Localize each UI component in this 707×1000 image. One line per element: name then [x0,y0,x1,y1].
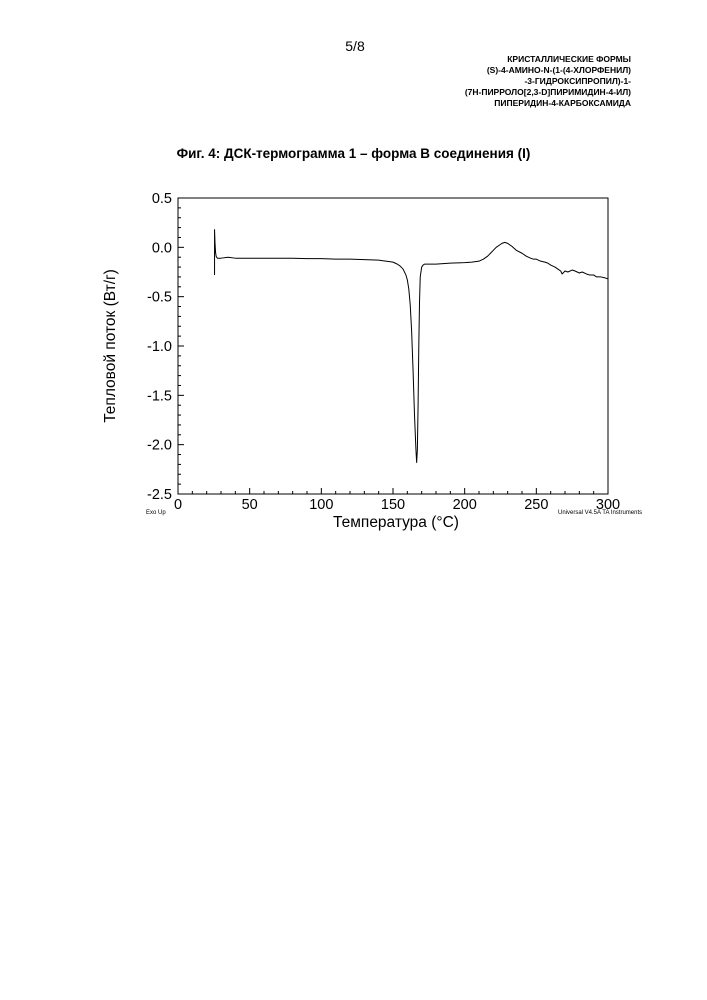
heat-flow-curve [214,229,609,463]
instrument-note: Universal V4.5A TA Instruments [558,510,642,516]
y-axis-ticks: 0.5 0.0 -0.5 -1.0 -1.5 -2.0 -2.5 [147,191,184,503]
y-tick-label: -1.0 [147,339,172,355]
y-tick-label: 0.5 [152,191,172,207]
y-tick-label: 0.0 [152,240,172,256]
x-tick-label: 0 [174,497,182,513]
page-number: 5/8 [345,38,365,54]
figure-title: Фиг. 4: ДСК-термограмма 1 – форма В соед… [176,146,531,161]
x-tick-label: 100 [309,497,333,513]
y-tick-label: -1.5 [147,388,172,404]
header-line-1: КРИСТАЛЛИЧЕСКИЕ ФОРМЫ [507,54,631,64]
y-axis-title: Тепловой поток (Вт/г) [102,269,119,423]
x-tick-label: 150 [381,497,405,513]
plot-frame [177,197,609,495]
x-tick-label: 200 [453,497,477,513]
y-tick-label: -0.5 [147,290,172,306]
header-line-4: (7H-ПИРРОЛО[2,3-D]ПИРИМИДИН-4-ИЛ) [464,87,631,97]
x-tick-label: 250 [524,497,548,513]
y-tick-label: -2.5 [147,487,172,503]
x-axis-ticks: 0 50 100 150 200 250 300 [174,488,620,513]
x-axis-title: Температура (°C) [333,514,459,531]
header-line-5: ПИПЕРИДИН-4-КАРБОКСАМИДА [494,98,631,108]
x-tick-label: 50 [242,497,258,513]
exo-up-note: Exo Up [146,510,166,516]
header-line-3: -3-ГИДРОКСИПРОПИЛ)-1- [524,76,631,86]
y-tick-label: -2.0 [147,438,172,454]
x-tick-label: 300 [596,497,620,513]
header-line-2: (S)-4-АМИНО-N-(1-(4-ХЛОРФЕНИЛ) [486,65,631,75]
document-header: КРИСТАЛЛИЧЕСКИЕ ФОРМЫ (S)-4-АМИНО-N-(1-(… [465,54,631,109]
